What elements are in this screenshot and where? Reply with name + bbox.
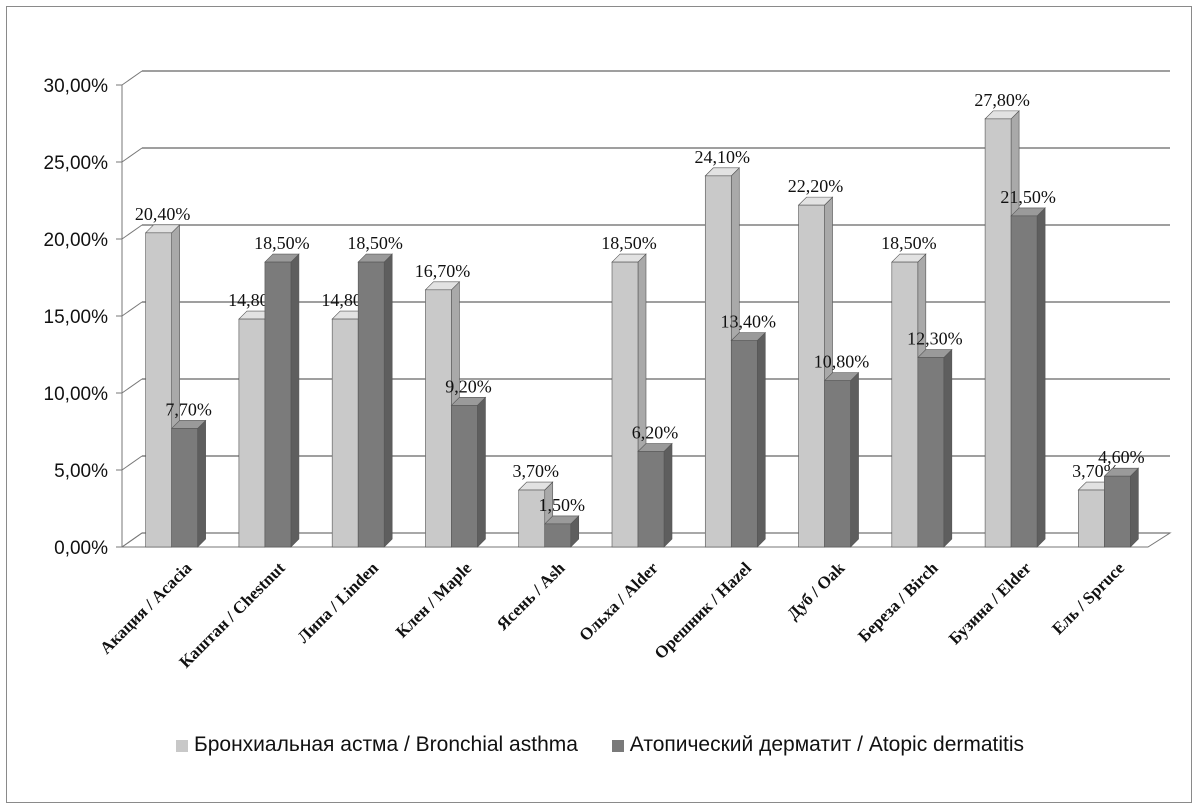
data-label-asthma: 20,40% <box>135 204 191 224</box>
bar-side <box>477 396 486 548</box>
bar-asthma <box>611 261 639 548</box>
x-tick-label: Ясень / Ash <box>493 558 569 634</box>
y-tick-label: 25,00% <box>44 153 109 174</box>
bar-dermatitis <box>451 405 478 548</box>
data-label-asthma: 24,10% <box>695 147 751 167</box>
data-label-asthma: 27,80% <box>974 90 1030 110</box>
y-tick-label: 15,00% <box>44 307 109 328</box>
bar-side <box>756 331 766 548</box>
data-label-dermatitis: 6,20% <box>632 423 679 443</box>
bar-side <box>663 442 673 548</box>
data-label-dermatitis: 9,20% <box>445 376 492 396</box>
legend-swatch-asthma <box>175 739 188 752</box>
data-label-dermatitis: 1,50% <box>538 495 585 515</box>
bar-dermatitis <box>1010 215 1038 548</box>
bar-dermatitis <box>824 380 851 548</box>
bar-side <box>290 253 300 548</box>
bar-dermatitis <box>264 261 292 548</box>
x-tick-label: Каштан / Chestnut <box>175 558 288 671</box>
bar-dermatitis <box>917 357 945 548</box>
grid-depth-line <box>121 70 143 86</box>
x-tick-label: Бузина / Elder <box>945 558 1035 648</box>
data-label-dermatitis: 18,50% <box>347 233 403 253</box>
x-tick-label: Ель / Spruce <box>1048 558 1128 638</box>
legend-swatch-dermatitis <box>611 739 624 752</box>
data-label-asthma: 16,70% <box>415 261 471 281</box>
bar-side <box>1036 207 1046 548</box>
bar-dermatitis <box>1104 475 1131 548</box>
x-tick-label: Акация / Acacia <box>96 558 196 658</box>
bar-dermatitis <box>637 451 665 548</box>
bar-dermatitis <box>357 261 385 548</box>
legend-item-asthma: Бронхиальная астма / Bronchial asthma <box>175 733 578 757</box>
data-label-dermatitis: 21,50% <box>1000 187 1056 207</box>
x-tick-label: Береза / Birch <box>854 558 942 646</box>
bar-dermatitis <box>171 428 198 548</box>
bar-asthma <box>145 232 172 548</box>
y-tick-label: 5,00% <box>54 461 108 482</box>
legend: Бронхиальная астма / Bronchial asthma Ат… <box>0 733 1200 757</box>
y-tick-label: 20,00% <box>44 230 109 251</box>
bar-asthma <box>238 318 266 548</box>
data-label-dermatitis: 7,70% <box>165 399 212 419</box>
legend-label-dermatitis: Атопический дерматит / Atopic dermatitis <box>629 733 1025 757</box>
grid-depth-line <box>121 301 143 317</box>
legend-label-asthma: Бронхиальная астма / Bronchial asthma <box>193 733 578 757</box>
grid-depth-line <box>121 455 143 471</box>
y-tick-label: 0,00% <box>54 538 108 559</box>
data-label-dermatitis: 4,60% <box>1098 447 1145 467</box>
bar-asthma <box>704 175 732 548</box>
data-label-dermatitis: 10,80% <box>814 352 870 372</box>
data-label-asthma: 18,50% <box>601 233 657 253</box>
bar-dermatitis <box>544 523 572 548</box>
bar-asthma <box>1078 489 1105 548</box>
bar-asthma <box>798 204 825 548</box>
data-label-asthma: 22,20% <box>788 176 844 196</box>
bar-dermatitis <box>730 340 758 548</box>
bar-side <box>943 348 953 548</box>
y-tick-label: 30,00% <box>44 76 109 97</box>
bar-side <box>850 371 859 548</box>
x-tick-label: Липа / Linden <box>294 558 383 647</box>
bar-asthma <box>425 289 452 548</box>
data-label-asthma: 18,50% <box>881 233 937 253</box>
grid-depth-line <box>121 224 143 240</box>
data-label-dermatitis: 12,30% <box>907 329 963 349</box>
x-tick-label: Клен / Maple <box>392 558 476 642</box>
bar-asthma <box>518 489 546 548</box>
legend-item-dermatitis: Атопический дерматит / Atopic dermatitis <box>611 733 1025 757</box>
grid-depth-line <box>121 378 143 394</box>
x-tick-label: Орешник / Hazel <box>651 558 756 663</box>
y-tick-label: 10,00% <box>44 384 109 405</box>
bar-side <box>1130 467 1139 548</box>
bar-asthma <box>331 318 359 548</box>
data-label-dermatitis: 13,40% <box>721 312 777 332</box>
x-tick-label: Дуб / Oak <box>783 558 848 623</box>
data-label-dermatitis: 18,50% <box>254 233 310 253</box>
data-label-asthma: 3,70% <box>512 461 559 481</box>
bar-asthma <box>891 261 919 548</box>
bar-asthma <box>984 118 1012 548</box>
grid-depth-line <box>121 147 143 163</box>
bar-side <box>197 419 206 548</box>
x-tick-label: Ольха / Alder <box>575 558 662 645</box>
bar-side <box>383 253 393 548</box>
